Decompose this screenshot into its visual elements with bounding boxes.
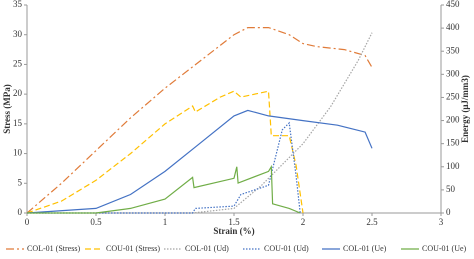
y-tick-label: 35 [13,0,23,9]
y-tick-label: 20 [13,88,23,98]
y2-tick-label: 0 [446,207,451,217]
y2-tick-label: 250 [446,92,460,102]
series-line [26,109,373,214]
y2-tick-label: 450 [446,0,460,9]
x-tick-label: 0 [25,217,30,227]
x-tick-label: 2 [301,217,306,227]
y2-tick-label: 50 [446,184,456,194]
x-tick-label: 0.5 [90,217,102,227]
x-axis-title: Strain (%) [213,226,254,236]
y2-tick-label: 300 [446,68,460,78]
series-line [27,121,301,214]
x-tick-label: 1.5 [228,217,240,227]
y2-tick-label: 400 [446,22,460,32]
y-axis-title: Stress (MPa) [2,84,12,134]
y-tick-label: 0 [18,207,23,217]
y-tick-label: 30 [13,29,23,39]
legend-label: COU-01 (Stress) [106,244,160,253]
y2-tick-label: 150 [446,138,460,148]
x-tick-label: 3 [439,217,444,227]
legend-label: COU-01 (Ue) [422,244,467,253]
x-tick-label: 2.5 [366,217,378,227]
legend-label: COL-01 (Ud) [185,244,229,253]
y2-tick-label: 350 [446,45,460,55]
x-tick-label: 1 [163,217,168,227]
legend-label: COL-01 (Ue) [343,244,387,253]
y2-tick-label: 100 [446,161,460,171]
y-tick-label: 10 [13,148,23,158]
series-line [26,27,373,214]
y2-tick-label: 200 [446,115,460,125]
y2-axis-title: Energy (μJ/mm3) [460,75,470,143]
legend-label: COL-01 (Stress) [27,244,80,253]
y-tick-label: 15 [13,118,23,128]
series-line [26,90,304,214]
y-tick-label: 5 [18,177,23,187]
legend-label: COU-01 (Ud) [264,244,309,253]
series-line [27,164,301,214]
y-tick-label: 25 [13,58,23,68]
